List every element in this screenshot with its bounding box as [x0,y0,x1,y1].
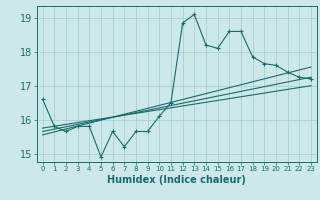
X-axis label: Humidex (Indice chaleur): Humidex (Indice chaleur) [108,175,246,185]
